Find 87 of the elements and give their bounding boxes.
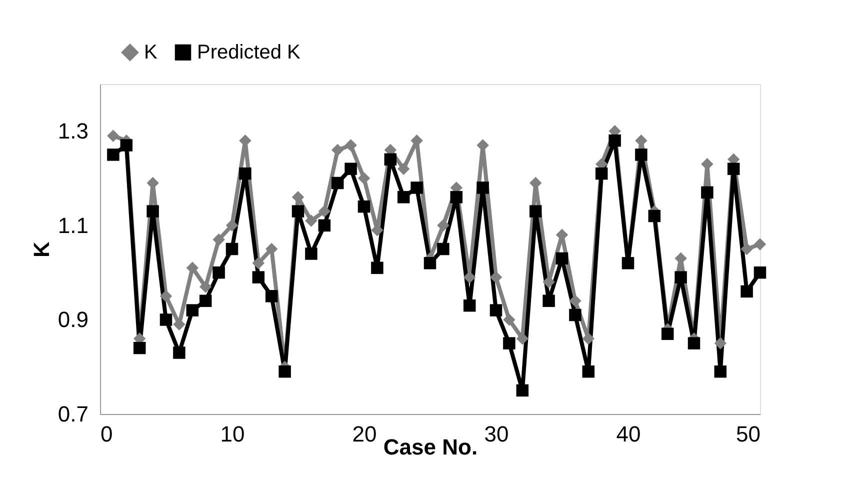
point bbox=[292, 205, 304, 218]
point bbox=[384, 153, 397, 166]
point bbox=[714, 337, 727, 350]
point bbox=[278, 365, 291, 378]
point bbox=[503, 314, 516, 326]
point bbox=[569, 294, 582, 307]
point bbox=[305, 214, 318, 227]
point bbox=[740, 285, 753, 298]
legend-label: Predicted K bbox=[197, 41, 302, 64]
x-tick-label: 10 bbox=[220, 422, 245, 446]
point bbox=[542, 276, 555, 288]
x-tick-label: 50 bbox=[736, 422, 760, 446]
point bbox=[463, 271, 476, 284]
point bbox=[344, 162, 357, 175]
point bbox=[199, 280, 212, 293]
point bbox=[397, 191, 410, 204]
point bbox=[331, 176, 344, 190]
point bbox=[754, 238, 766, 250]
point bbox=[635, 148, 648, 161]
point bbox=[199, 294, 212, 307]
point bbox=[344, 139, 357, 152]
point bbox=[450, 191, 463, 204]
point bbox=[754, 266, 766, 279]
x-tick-label: 40 bbox=[616, 422, 641, 446]
point bbox=[476, 182, 489, 194]
point bbox=[569, 308, 582, 322]
point bbox=[595, 167, 608, 180]
point bbox=[239, 167, 252, 180]
point bbox=[226, 219, 238, 232]
point bbox=[212, 233, 225, 246]
point bbox=[437, 219, 450, 232]
y-tick-label: 0.7 bbox=[58, 402, 88, 426]
x-axis-title: Case No. bbox=[383, 434, 478, 460]
point bbox=[503, 337, 516, 350]
point bbox=[212, 266, 225, 279]
point bbox=[490, 304, 502, 316]
y-axis-title: K bbox=[28, 241, 54, 258]
y-tick-label: 0.9 bbox=[58, 307, 88, 332]
y-tick-label: 1.1 bbox=[58, 212, 88, 238]
point bbox=[265, 242, 278, 256]
point bbox=[714, 365, 727, 378]
point bbox=[674, 271, 687, 284]
point bbox=[371, 262, 384, 274]
point bbox=[463, 299, 476, 312]
point bbox=[529, 205, 542, 218]
point bbox=[648, 210, 661, 222]
point bbox=[358, 172, 370, 184]
point bbox=[133, 342, 146, 354]
point bbox=[331, 144, 344, 156]
point bbox=[437, 242, 450, 256]
point bbox=[556, 252, 568, 265]
point bbox=[688, 337, 700, 350]
point bbox=[146, 205, 159, 218]
point bbox=[542, 294, 555, 307]
point bbox=[226, 242, 238, 256]
point bbox=[107, 130, 120, 142]
point bbox=[252, 257, 265, 270]
point bbox=[173, 346, 186, 359]
point bbox=[397, 162, 410, 175]
y-tick-label: 1.3 bbox=[58, 118, 88, 144]
point bbox=[120, 139, 133, 152]
legend-label: K bbox=[144, 41, 158, 64]
point bbox=[318, 205, 331, 218]
point bbox=[582, 332, 595, 345]
point bbox=[160, 290, 172, 302]
point bbox=[252, 271, 265, 284]
point bbox=[265, 290, 278, 302]
point bbox=[318, 219, 331, 232]
point bbox=[160, 314, 172, 326]
point bbox=[490, 271, 502, 284]
point bbox=[186, 262, 199, 274]
x-tick-label: 30 bbox=[484, 422, 509, 446]
point bbox=[186, 304, 199, 316]
point bbox=[305, 248, 318, 260]
point bbox=[661, 328, 674, 340]
point bbox=[701, 186, 714, 199]
point bbox=[727, 162, 740, 175]
x-tick-label: 0 bbox=[100, 422, 113, 446]
x-tick-label: 20 bbox=[352, 422, 377, 446]
point bbox=[740, 242, 753, 256]
point bbox=[358, 200, 370, 213]
point bbox=[516, 384, 529, 397]
point bbox=[107, 148, 120, 161]
point bbox=[582, 365, 595, 378]
point bbox=[424, 257, 436, 270]
point bbox=[608, 134, 621, 147]
point bbox=[410, 182, 423, 194]
